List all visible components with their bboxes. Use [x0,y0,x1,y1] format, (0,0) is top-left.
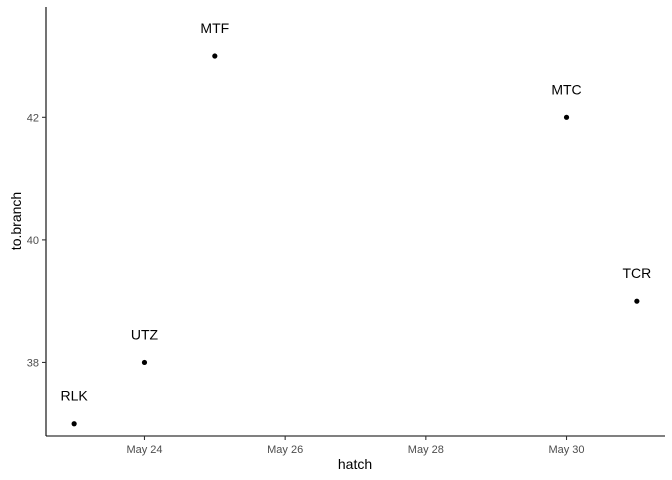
point-label-utz: UTZ [131,326,159,342]
point-label-mtc: MTC [551,81,581,97]
data-point-mtf [212,53,218,59]
y-ticks: 38 40 42 [27,112,46,369]
data-point-utz [141,359,148,366]
point-labels: RLK UTZ MTF MTC TCR [61,20,652,404]
y-tick-label: 40 [27,235,39,247]
axes [45,7,665,437]
y-tick-label: 42 [27,112,39,124]
point-label-tcr: TCR [622,265,651,281]
point-label-rlk: RLK [61,388,89,404]
x-ticks: May 24 May 26 May 28 May 30 [126,436,585,456]
point-label-mtf: MTF [200,20,229,36]
data-point-mtc [563,114,570,120]
x-tick-label: May 30 [548,444,584,456]
y-axis-title: to.branch [8,192,24,250]
x-tick-label: May 24 [126,444,162,456]
data-point-rlk [71,421,77,427]
y-tick-label: 38 [27,357,39,369]
x-tick-label: May 26 [267,444,303,456]
data-point-tcr [634,298,640,304]
x-axis-title: hatch [338,456,372,472]
x-tick-label: May 28 [408,444,444,456]
data-points [71,53,640,427]
